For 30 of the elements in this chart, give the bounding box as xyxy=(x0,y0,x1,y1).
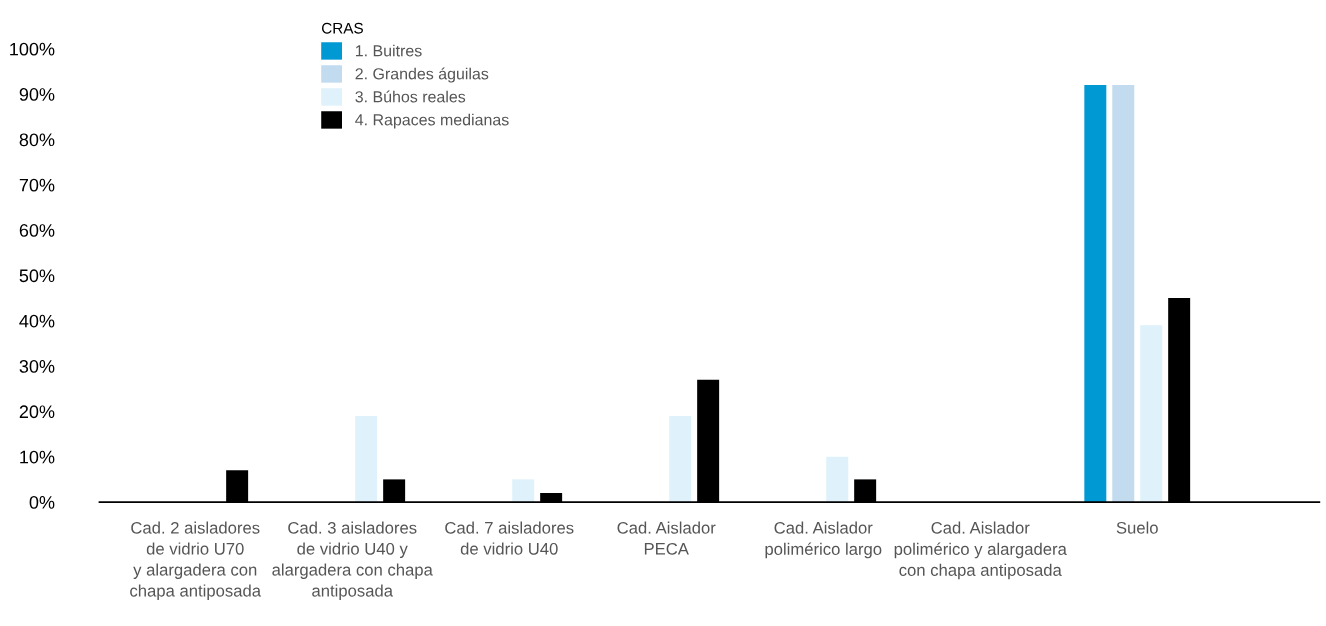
legend-label: 1. Buitres xyxy=(355,44,422,57)
x-tick-label: Cad. 7 aisladores de vidrio U40 xyxy=(445,521,574,555)
bar xyxy=(355,415,378,503)
bar xyxy=(1084,85,1107,503)
y-tick-label: 100% xyxy=(10,42,55,56)
bar xyxy=(512,479,535,503)
bar xyxy=(1140,325,1163,503)
y-tick-label: 10% xyxy=(20,450,55,464)
y-tick-label: 90% xyxy=(19,88,55,101)
y-tick-label: 80% xyxy=(19,133,55,147)
y-tick-label: 40% xyxy=(19,314,55,328)
x-tick-label: Suelo xyxy=(1116,521,1158,534)
x-tick-label: Cad. 2 aisladores de vidrio U70 y alargadera con chapa antiposada xyxy=(130,521,262,600)
bar xyxy=(826,456,849,503)
y-tick-label: 50% xyxy=(19,269,55,283)
x-tick-label: Cad. Aislador PECA xyxy=(617,521,716,555)
bar xyxy=(1112,85,1135,503)
x-tick-label: Cad. Aislador polimérico y alargadera con chapa antiposada xyxy=(894,521,1067,580)
legend-label: 4. Rapaces medianas xyxy=(355,113,509,129)
y-tick-label: 20% xyxy=(19,405,55,419)
legend-label: 2. Grandes águilas xyxy=(355,67,489,83)
bar xyxy=(669,415,692,503)
legend-label: 3. Búhos reales xyxy=(355,90,466,103)
legend-title: CRAS xyxy=(321,22,363,34)
x-tick-label: Cad. 3 aisladores de vidrio U40 y alargadera con chapa antiposada xyxy=(272,521,433,600)
y-tick-label: 70% xyxy=(19,178,55,192)
y-tick-label: 60% xyxy=(19,224,55,237)
y-tick-label: 30% xyxy=(19,360,55,373)
x-tick-label: Cad. Aislador polimérico largo xyxy=(765,521,882,559)
y-tick-label: 0% xyxy=(29,495,55,509)
